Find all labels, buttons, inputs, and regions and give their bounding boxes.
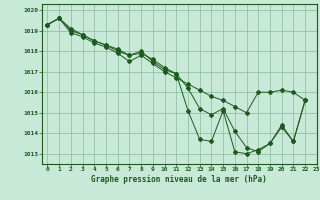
X-axis label: Graphe pression niveau de la mer (hPa): Graphe pression niveau de la mer (hPa) [91, 175, 267, 184]
